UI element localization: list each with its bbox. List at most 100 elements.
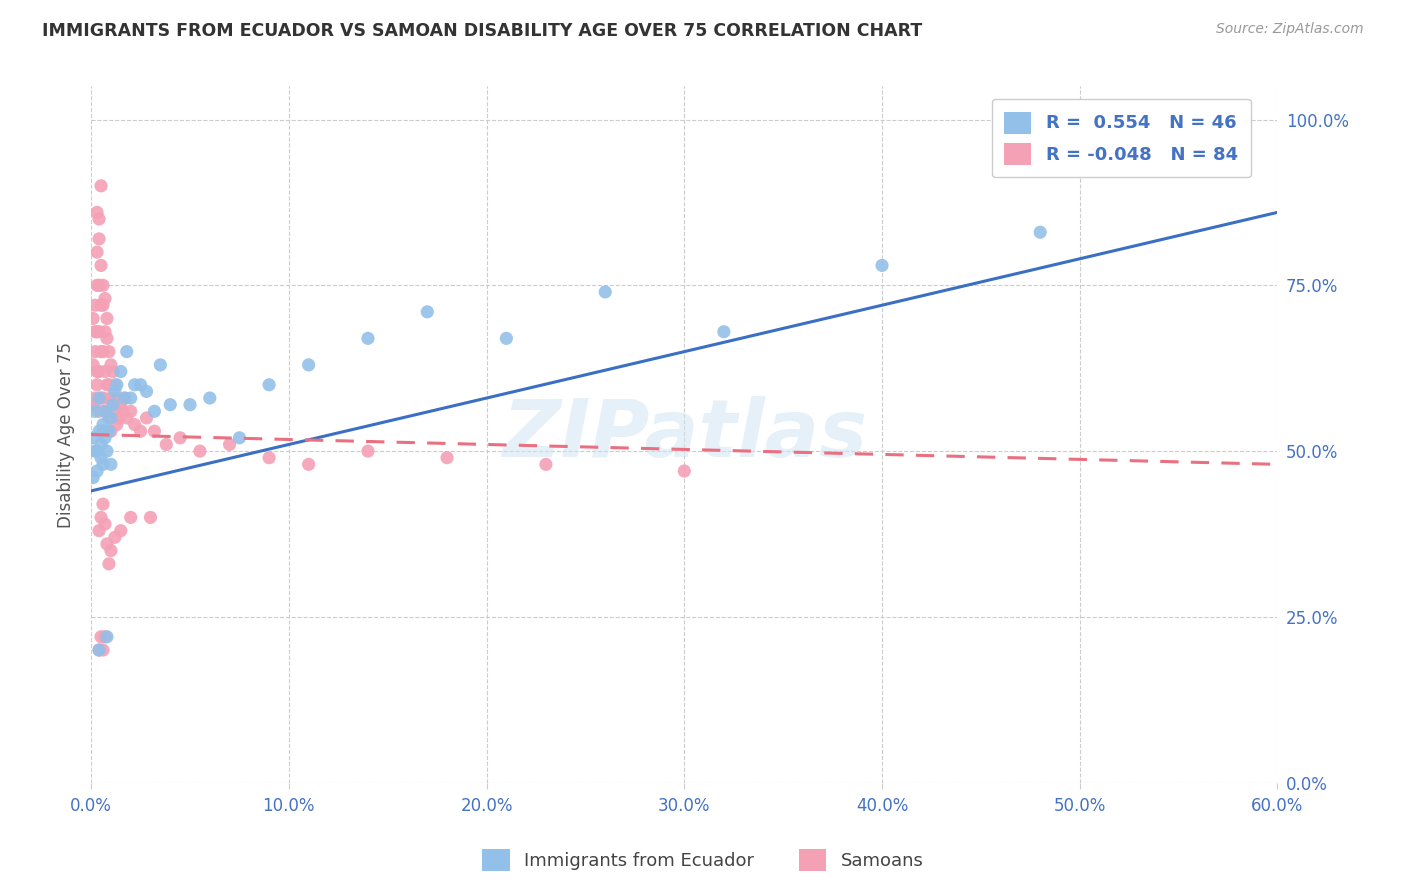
Point (82, 431, 104, 445)
Point (139, 510, 162, 524)
Point (86, 364, 108, 378)
Point (87, 404, 110, 418)
Point (143, 404, 166, 418)
Point (84, 444, 107, 458)
Point (357, 331, 380, 345)
Point (713, 325, 735, 339)
Point (100, 391, 122, 405)
Point (91, 391, 114, 405)
Point (90, 450, 112, 465)
Point (96, 444, 118, 458)
Point (97, 411, 120, 425)
Point (91, 424, 114, 438)
Point (94, 292, 117, 306)
Point (94, 325, 117, 339)
Point (97, 344, 120, 359)
Point (114, 391, 136, 405)
Point (87, 325, 110, 339)
Point (1029, 225, 1052, 239)
Point (94, 364, 117, 378)
Point (91, 298, 114, 312)
Point (96, 331, 118, 345)
Point (94, 516, 117, 531)
Y-axis label: Disability Age Over 75: Disability Age Over 75 (58, 342, 75, 527)
Text: IMMIGRANTS FROM ECUADOR VS SAMOAN DISABILITY AGE OVER 75 CORRELATION CHART: IMMIGRANTS FROM ECUADOR VS SAMOAN DISABI… (42, 22, 922, 40)
Point (110, 524, 132, 538)
Point (96, 537, 118, 551)
Point (84, 391, 107, 405)
Point (105, 377, 128, 392)
Point (87, 278, 110, 293)
Point (124, 417, 146, 432)
Text: Source: ZipAtlas.com: Source: ZipAtlas.com (1216, 22, 1364, 37)
Point (218, 437, 240, 451)
Point (593, 285, 616, 299)
Point (188, 444, 211, 458)
Point (357, 444, 380, 458)
Point (100, 458, 122, 472)
Point (105, 417, 128, 432)
Point (129, 377, 152, 392)
Point (96, 377, 118, 392)
Point (84, 404, 107, 418)
Legend: Immigrants from Ecuador, Samoans: Immigrants from Ecuador, Samoans (475, 842, 931, 879)
Point (87, 212, 110, 227)
Point (90, 259, 112, 273)
Text: ZIPatlas: ZIPatlas (502, 395, 868, 474)
Point (84, 344, 107, 359)
Point (86, 278, 108, 293)
Point (149, 358, 172, 372)
Point (86, 205, 108, 219)
Point (87, 643, 110, 657)
Point (135, 411, 157, 425)
Point (82, 398, 104, 412)
Point (87, 364, 110, 378)
Point (91, 458, 114, 472)
Point (298, 358, 321, 372)
Point (90, 437, 112, 451)
Point (104, 404, 127, 418)
Point (87, 424, 110, 438)
Point (91, 417, 114, 432)
Point (91, 278, 114, 293)
Point (104, 384, 127, 399)
Point (198, 391, 221, 405)
Point (100, 543, 122, 558)
Point (96, 404, 118, 418)
Point (87, 391, 110, 405)
Point (416, 305, 439, 319)
Point (100, 411, 122, 425)
Point (91, 497, 114, 511)
Point (90, 391, 112, 405)
Point (143, 424, 166, 438)
Point (84, 298, 107, 312)
Point (97, 557, 120, 571)
Point (228, 431, 250, 445)
Point (101, 398, 124, 412)
Point (135, 384, 157, 399)
Point (436, 450, 458, 465)
Point (101, 364, 124, 378)
Point (97, 424, 120, 438)
Point (96, 311, 118, 326)
Point (495, 331, 517, 345)
Point (110, 364, 132, 378)
Point (120, 391, 142, 405)
Point (257, 450, 280, 465)
Point (87, 524, 110, 538)
Point (90, 344, 112, 359)
Point (111, 404, 134, 418)
Point (673, 464, 696, 478)
Point (169, 431, 191, 445)
Point (115, 344, 138, 359)
Point (159, 398, 181, 412)
Point (82, 311, 104, 326)
Point (100, 424, 122, 438)
Point (87, 232, 110, 246)
Point (100, 358, 122, 372)
Point (86, 444, 108, 458)
Point (96, 630, 118, 644)
Point (129, 424, 152, 438)
Point (870, 259, 893, 273)
Point (86, 325, 108, 339)
